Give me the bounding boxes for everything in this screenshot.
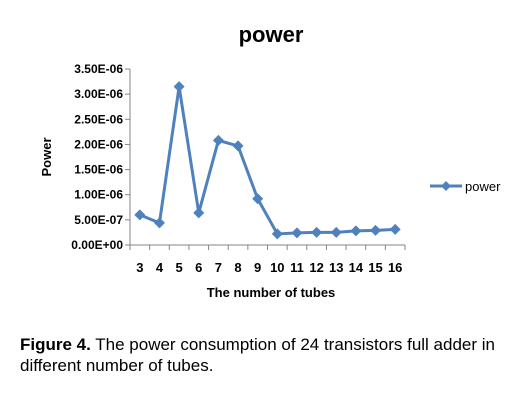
- legend-label: power: [465, 179, 501, 194]
- figure-caption-label: Figure 4.: [20, 335, 91, 354]
- data-point: [271, 228, 283, 240]
- x-tick-label: 13: [329, 260, 343, 275]
- data-point: [232, 140, 244, 152]
- data-point: [389, 223, 401, 235]
- x-tick-label: 6: [195, 260, 202, 275]
- y-tick-label: 0.00E+00: [71, 238, 123, 252]
- x-tick-label: 3: [136, 260, 143, 275]
- data-point: [212, 134, 224, 146]
- x-tick-label: 7: [215, 260, 222, 275]
- figure-caption-text: The power consumption of 24 transistors …: [20, 335, 495, 375]
- x-tick-label: 16: [388, 260, 402, 275]
- data-point: [134, 209, 146, 221]
- legend-marker: [441, 181, 451, 191]
- y-tick-label: 5.00E-07: [74, 213, 123, 227]
- x-tick-label: 5: [175, 260, 182, 275]
- data-point: [350, 225, 362, 237]
- y-tick-label: 2.50E-06: [74, 112, 123, 126]
- figure-caption: Figure 4. The power consumption of 24 tr…: [20, 334, 520, 376]
- x-tick-label: 11: [290, 260, 304, 275]
- data-point: [173, 81, 185, 93]
- x-tick-label: 8: [234, 260, 241, 275]
- x-axis-title: The number of tubes: [207, 285, 336, 300]
- data-point: [193, 207, 205, 219]
- x-tick-label: 10: [270, 260, 284, 275]
- data-point: [370, 224, 382, 236]
- y-axis-title: Power: [39, 137, 54, 176]
- x-tick-label: 4: [156, 260, 164, 275]
- y-tick-label: 3.50E-06: [74, 62, 123, 76]
- line-chart: power 0.00E+00 5.00E-07 1.00E-06 1.50E-06 2.0…: [39, 22, 501, 300]
- data-point: [330, 226, 342, 238]
- data-point: [291, 227, 303, 239]
- x-tick-label: 12: [309, 260, 323, 275]
- data-point: [252, 193, 264, 205]
- series-line: [139, 85, 396, 236]
- chart-title: power: [239, 22, 304, 47]
- data-point: [153, 217, 165, 229]
- y-tick-label: 3.00E-06: [74, 87, 123, 101]
- x-tick-label: 14: [349, 260, 364, 275]
- x-tick-label: 9: [254, 260, 261, 275]
- y-tick-label: 1.50E-06: [74, 163, 123, 177]
- y-tick-label: 1.00E-06: [74, 188, 123, 202]
- y-tick-label: 2.00E-06: [74, 137, 123, 151]
- data-point: [311, 226, 323, 238]
- x-tick-label: 15: [368, 260, 382, 275]
